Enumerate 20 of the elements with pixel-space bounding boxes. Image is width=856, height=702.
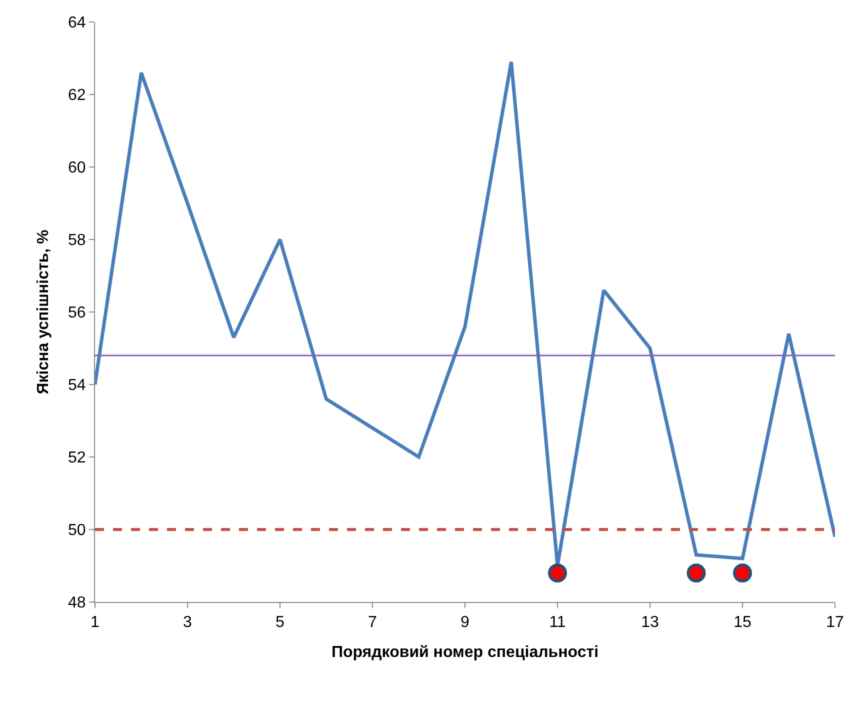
x-tick-label: 11: [549, 614, 566, 632]
y-tick-label: 64: [68, 14, 86, 32]
x-tick-label: 9: [460, 614, 470, 632]
y-tick-label: 56: [68, 304, 86, 322]
y-tick-label: 50: [68, 522, 86, 540]
y-tick-label: 60: [68, 160, 86, 177]
y-tick-label: 62: [68, 87, 86, 104]
x-tick-label: 1: [90, 614, 100, 632]
x-tick-label: 13: [641, 614, 659, 632]
y-tick-label: 58: [68, 232, 86, 250]
x-tick-label: 5: [276, 614, 285, 632]
x-tick-label: 7: [368, 614, 378, 632]
x-tick-label: 3: [183, 614, 192, 632]
x-tick-label: 15: [734, 614, 752, 632]
x-axis-title: Порядковий номер спеціальності: [331, 644, 599, 661]
x-tick-label: 17: [826, 614, 844, 632]
y-tick-label: 54: [68, 377, 86, 394]
y-tick-label: 52: [68, 450, 86, 467]
y-axis-title: Якісна успішність, %: [34, 230, 52, 394]
y-tick-label: 48: [68, 594, 86, 612]
